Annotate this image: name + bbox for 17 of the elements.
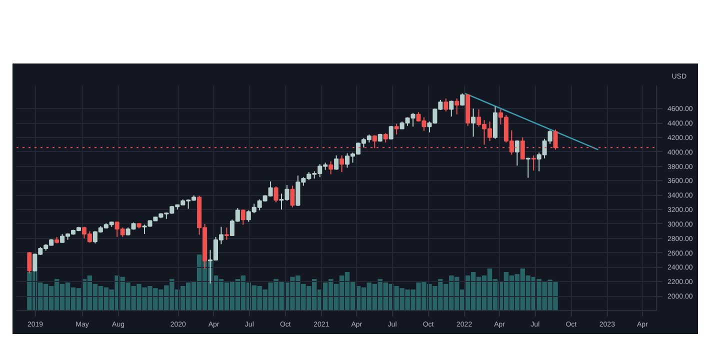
candlestick (328, 160, 334, 175)
candlestick (471, 108, 476, 138)
candlestick (449, 100, 454, 118)
candlestick (334, 154, 339, 170)
candlestick (394, 123, 399, 136)
candlestick (460, 92, 465, 106)
candlestick (274, 186, 278, 203)
candlestick (444, 98, 448, 112)
candlestick (514, 140, 520, 166)
candlestick (383, 132, 388, 143)
candlestick (526, 157, 530, 178)
candlestick (240, 209, 246, 226)
candlestick (531, 154, 536, 172)
candlestick (454, 98, 460, 115)
candlestick (290, 185, 295, 208)
candlestick (224, 227, 229, 240)
candlestick (340, 154, 344, 173)
